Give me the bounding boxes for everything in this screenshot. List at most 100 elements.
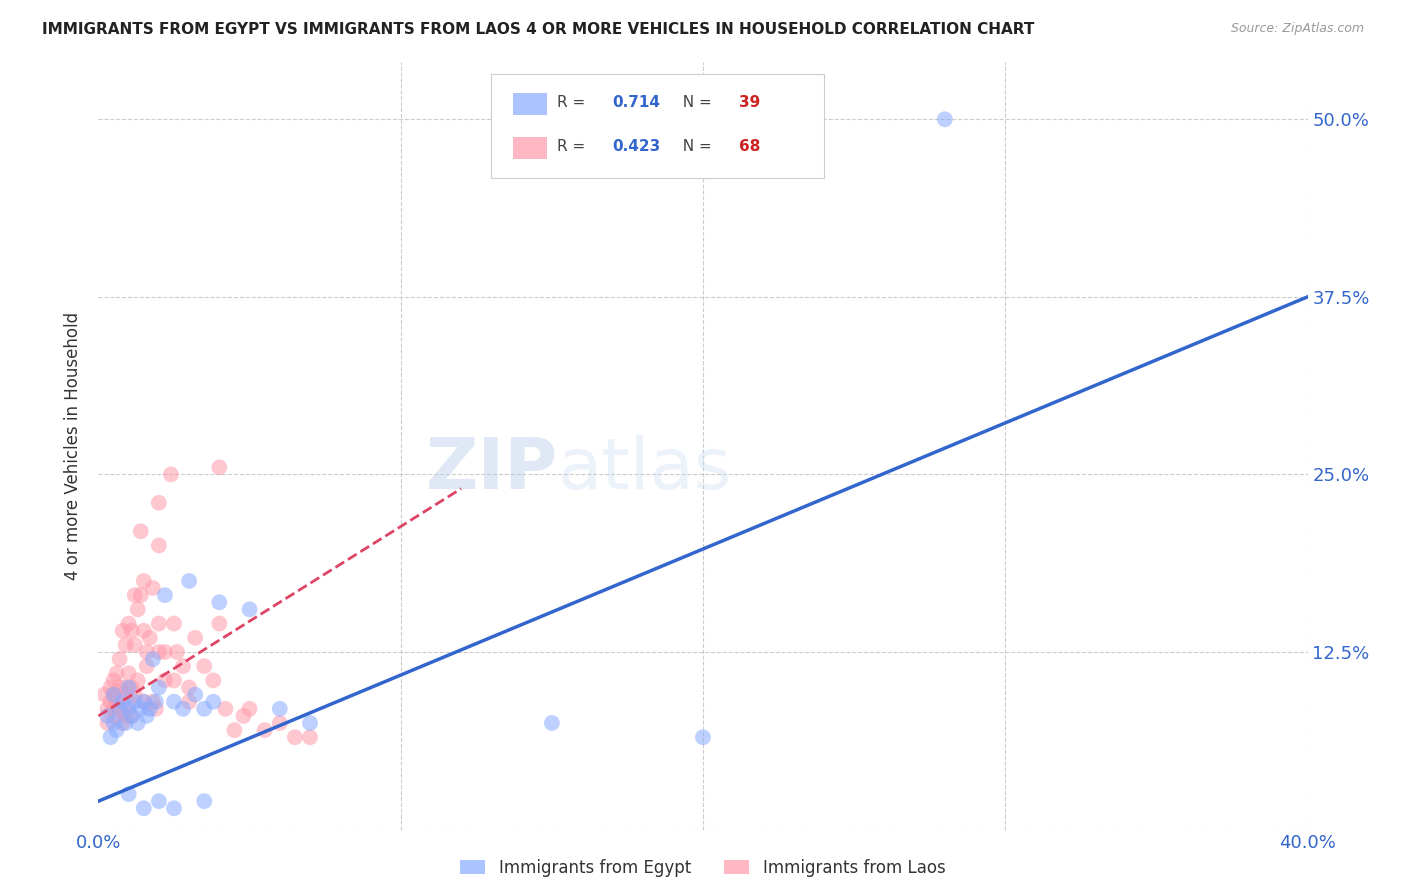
Point — [118, 681, 141, 695]
Point — [127, 673, 149, 688]
Point — [108, 702, 131, 716]
FancyBboxPatch shape — [513, 93, 547, 115]
Point — [103, 702, 125, 716]
Text: R =: R = — [557, 139, 595, 154]
Point — [202, 673, 225, 688]
Point — [108, 681, 131, 695]
Point — [111, 695, 134, 709]
Point — [132, 574, 155, 588]
Point — [153, 645, 176, 659]
Point — [139, 702, 162, 716]
Point — [193, 702, 215, 716]
Point — [118, 616, 141, 631]
Point — [121, 624, 143, 638]
Text: 39: 39 — [740, 95, 761, 111]
Point — [108, 702, 131, 716]
Point — [269, 702, 291, 716]
Text: ZIP: ZIP — [426, 434, 558, 503]
Point — [299, 716, 322, 731]
Point — [142, 581, 165, 595]
Text: R =: R = — [557, 95, 595, 111]
Point — [111, 716, 134, 731]
Point — [114, 638, 136, 652]
Point — [179, 681, 201, 695]
Point — [118, 666, 141, 681]
Point — [202, 695, 225, 709]
Point — [193, 794, 215, 808]
Point — [179, 695, 201, 709]
Point — [132, 695, 155, 709]
Text: Source: ZipAtlas.com: Source: ZipAtlas.com — [1230, 22, 1364, 36]
Point — [105, 709, 128, 723]
Point — [284, 730, 307, 744]
Point — [163, 801, 186, 815]
FancyBboxPatch shape — [492, 74, 824, 178]
Point — [184, 631, 207, 645]
Point — [135, 645, 157, 659]
Point — [132, 801, 155, 815]
Text: 0.423: 0.423 — [613, 139, 661, 154]
Text: N =: N = — [673, 95, 721, 111]
Point — [163, 616, 186, 631]
Point — [299, 730, 322, 744]
Point — [121, 681, 143, 695]
Point — [172, 659, 194, 673]
Point — [253, 723, 276, 738]
Point — [124, 695, 146, 709]
Point — [145, 695, 167, 709]
Point — [93, 688, 115, 702]
Point — [179, 574, 201, 588]
Text: 0.714: 0.714 — [613, 95, 661, 111]
Point — [118, 702, 141, 716]
Text: N =: N = — [673, 139, 721, 154]
Y-axis label: 4 or more Vehicles in Household: 4 or more Vehicles in Household — [65, 312, 83, 580]
FancyBboxPatch shape — [513, 136, 547, 159]
Point — [269, 716, 291, 731]
Point — [103, 673, 125, 688]
Point — [118, 787, 141, 801]
Point — [224, 723, 246, 738]
Point — [105, 695, 128, 709]
Point — [145, 702, 167, 716]
Point — [239, 602, 262, 616]
Point — [114, 709, 136, 723]
Point — [124, 588, 146, 602]
Point — [692, 730, 714, 744]
Point — [148, 496, 170, 510]
Point — [96, 702, 118, 716]
Point — [103, 688, 125, 702]
Point — [129, 702, 152, 716]
Point — [153, 588, 176, 602]
Point — [111, 688, 134, 702]
Point — [103, 716, 125, 731]
Point — [214, 702, 236, 716]
Point — [163, 673, 186, 688]
Point — [153, 673, 176, 688]
Point — [239, 702, 262, 716]
Point — [135, 709, 157, 723]
Point — [100, 681, 122, 695]
Point — [166, 645, 188, 659]
Point — [163, 695, 186, 709]
Point — [184, 688, 207, 702]
Point — [172, 702, 194, 716]
Point — [142, 695, 165, 709]
Point — [208, 616, 231, 631]
Point — [124, 688, 146, 702]
Point — [105, 723, 128, 738]
Point — [105, 666, 128, 681]
Point — [193, 659, 215, 673]
Point — [96, 716, 118, 731]
Point — [96, 709, 118, 723]
Point — [142, 652, 165, 666]
Point — [132, 695, 155, 709]
Point — [540, 716, 562, 731]
Point — [127, 602, 149, 616]
Point — [118, 695, 141, 709]
Point — [103, 688, 125, 702]
Point — [148, 794, 170, 808]
Point — [139, 631, 162, 645]
Point — [148, 681, 170, 695]
Point — [114, 716, 136, 731]
Text: 68: 68 — [740, 139, 761, 154]
